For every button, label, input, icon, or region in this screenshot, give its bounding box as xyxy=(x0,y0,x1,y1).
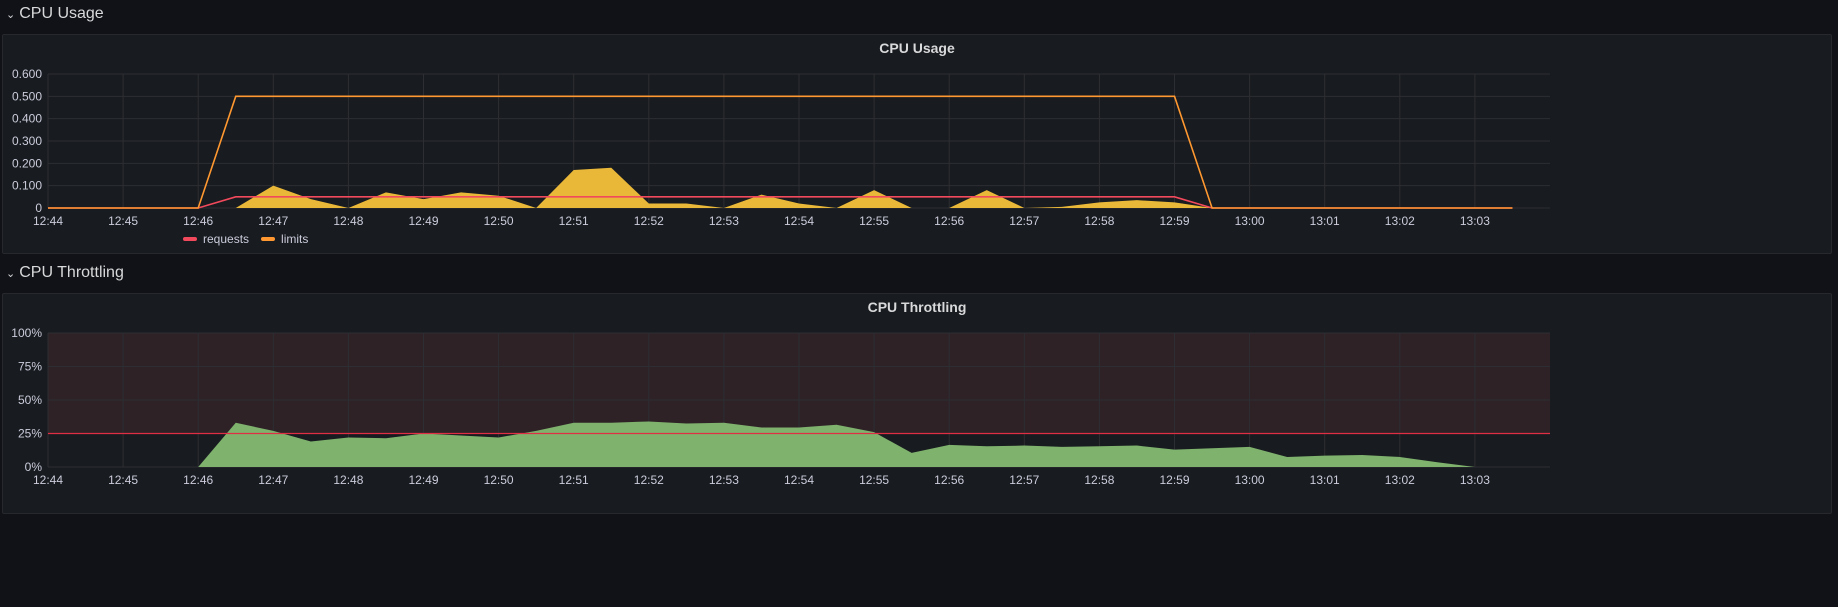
x-tick-label: 13:03 xyxy=(1460,473,1490,487)
y-tick-label: 75% xyxy=(18,360,42,374)
x-tick-label: 13:01 xyxy=(1310,473,1340,487)
x-tick-label: 12:55 xyxy=(859,214,889,228)
series-area xyxy=(198,421,1475,467)
y-tick-label: 100% xyxy=(11,326,42,340)
y-tick-label: 25% xyxy=(18,427,42,441)
x-tick-label: 12:47 xyxy=(258,214,288,228)
x-tick-label: 13:00 xyxy=(1235,214,1265,228)
series-line-limits xyxy=(48,95,1513,209)
panel-cpu-usage: CPU Usage 0 0.100 0.200 0.300 0.400 0.500 0.60… xyxy=(2,34,1832,254)
x-tick-label: 13:03 xyxy=(1460,214,1490,228)
x-tick-label: 12:59 xyxy=(1159,214,1189,228)
x-tick-label: 12:50 xyxy=(484,214,514,228)
x-tick-label: 12:50 xyxy=(484,473,514,487)
row-header-cpu-usage[interactable]: ⌄ CPU Usage xyxy=(6,4,104,24)
x-tick-label: 12:57 xyxy=(1009,214,1039,228)
row-title: CPU Throttling xyxy=(19,264,124,281)
y-tick-label: 0.200 xyxy=(12,156,42,170)
legend-label: limits xyxy=(281,232,309,246)
x-tick-label: 12:53 xyxy=(709,214,739,228)
cpu-usage-chart: 0 0.100 0.200 0.300 0.400 0.500 0.600 12:44 12:4… xyxy=(12,67,1550,228)
x-tick-label: 12:46 xyxy=(183,214,213,228)
legend-item-limits[interactable]: limits xyxy=(261,232,308,246)
x-tick-label: 12:48 xyxy=(333,214,363,228)
x-tick-label: 12:59 xyxy=(1159,473,1189,487)
y-tick-label: 0.400 xyxy=(12,112,42,126)
x-tick-label: 12:44 xyxy=(33,473,63,487)
x-tick-label: 13:00 xyxy=(1235,473,1265,487)
y-tick-label: 50% xyxy=(18,393,42,407)
x-tick-label: 13:01 xyxy=(1310,214,1340,228)
x-tick-label: 12:55 xyxy=(859,473,889,487)
y-tick-label: 0% xyxy=(25,460,43,474)
panel-title: CPU Throttling xyxy=(867,299,967,315)
x-tick-label: 12:56 xyxy=(934,214,964,228)
x-tick-label: 12:54 xyxy=(784,214,814,228)
x-tick-label: 12:44 xyxy=(33,214,63,228)
x-tick-label: 12:46 xyxy=(183,473,213,487)
x-tick-label: 12:58 xyxy=(1084,473,1114,487)
cpu-throttling-chart: 0% 25% 50% 75% 100% 12:44 12:45 12:46 12:47 12:48… xyxy=(11,326,1550,487)
x-tick-label: 12:49 xyxy=(408,214,438,228)
y-tick-label: 0.300 xyxy=(12,134,42,148)
row-title: CPU Usage xyxy=(19,5,104,22)
legend-label: requests xyxy=(203,232,250,246)
legend: requests limits xyxy=(183,232,308,246)
chevron-down-icon: ⌄ xyxy=(6,8,16,21)
panel-cpu-throttling: CPU Throttling 0% 25% 50% 75% 100% 12:44 12:45… xyxy=(2,293,1832,514)
y-tick-label: 0 xyxy=(35,201,42,215)
x-tick-label: 12:51 xyxy=(559,214,589,228)
x-tick-label: 12:48 xyxy=(333,473,363,487)
row-header-cpu-throttling[interactable]: ⌄ CPU Throttling xyxy=(6,263,124,283)
x-tick-label: 12:52 xyxy=(634,214,664,228)
y-tick-label: 0.500 xyxy=(12,89,42,103)
series-area xyxy=(48,167,1513,208)
limits-swatch xyxy=(261,237,276,241)
y-tick-label: 0.100 xyxy=(12,179,42,193)
x-tick-label: 13:02 xyxy=(1385,214,1415,228)
x-tick-label: 13:02 xyxy=(1385,473,1415,487)
y-tick-label: 0.600 xyxy=(12,67,42,81)
x-tick-label: 12:45 xyxy=(108,214,138,228)
x-tick-label: 12:52 xyxy=(634,473,664,487)
x-tick-label: 12:51 xyxy=(559,473,589,487)
chevron-down-icon: ⌄ xyxy=(6,267,16,280)
panel-title: CPU Usage xyxy=(879,40,955,56)
x-tick-label: 12:45 xyxy=(108,473,138,487)
legend-item-requests[interactable]: requests xyxy=(183,232,249,246)
x-tick-label: 12:49 xyxy=(408,473,438,487)
x-tick-label: 12:53 xyxy=(709,473,739,487)
x-tick-label: 12:56 xyxy=(934,473,964,487)
x-tick-label: 12:54 xyxy=(784,473,814,487)
x-tick-label: 12:47 xyxy=(258,473,288,487)
requests-swatch xyxy=(183,237,197,241)
x-tick-label: 12:57 xyxy=(1009,473,1039,487)
x-tick-label: 12:58 xyxy=(1084,214,1114,228)
